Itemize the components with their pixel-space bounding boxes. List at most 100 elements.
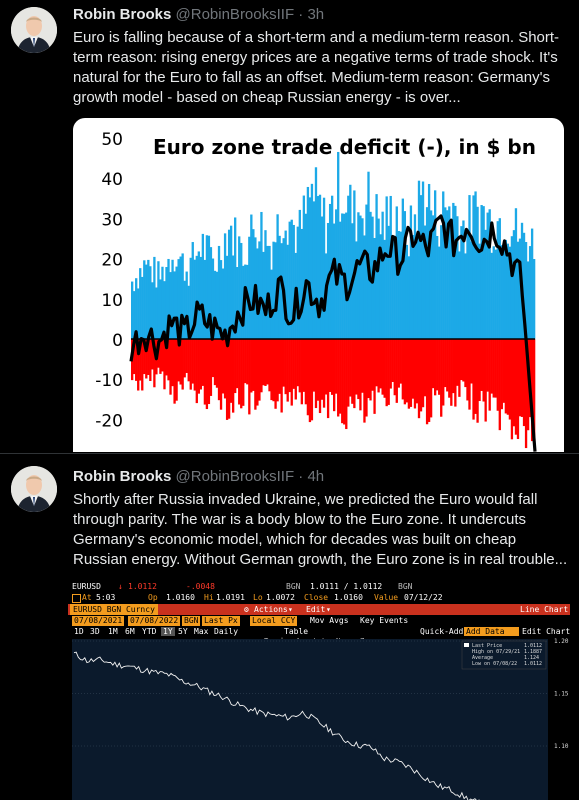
price-chart-canvas: 1.20 1.15 1.10 Last Price 1.0112 High on 0… bbox=[72, 638, 569, 800]
export-bar bbox=[229, 225, 233, 339]
handle[interactable]: @RobinBrooksIIF bbox=[175, 468, 295, 485]
export-bar bbox=[135, 278, 138, 339]
period-1m[interactable]: 1M bbox=[108, 627, 118, 636]
export-bar bbox=[454, 205, 457, 339]
export-bar bbox=[387, 225, 390, 339]
legend-label-last: Last Price bbox=[472, 643, 502, 649]
import-bar bbox=[167, 339, 170, 381]
period-daily[interactable]: Daily bbox=[214, 627, 239, 636]
import-bar bbox=[434, 339, 437, 396]
export-bar bbox=[423, 225, 427, 339]
actions-chevron-icon[interactable]: ▾ bbox=[288, 605, 293, 614]
timestamp[interactable]: 3h bbox=[307, 6, 325, 23]
expand-icon[interactable] bbox=[72, 594, 81, 603]
export-bar bbox=[333, 223, 336, 339]
period-5y[interactable]: 5Y bbox=[178, 627, 188, 636]
handle[interactable]: @RobinBrooksIIF bbox=[175, 6, 295, 23]
import-bar bbox=[446, 339, 449, 392]
chart-type-label[interactable]: Line Chart bbox=[520, 605, 569, 614]
export-bar bbox=[223, 233, 227, 339]
export-bar bbox=[177, 259, 180, 339]
add-data-field[interactable]: Add Data bbox=[464, 627, 519, 636]
avatar[interactable] bbox=[11, 466, 57, 512]
period-ytd[interactable]: YTD bbox=[142, 627, 157, 636]
export-bar bbox=[187, 285, 190, 339]
export-bar bbox=[462, 220, 465, 339]
low-label: Lo bbox=[253, 593, 263, 602]
bloomberg-terminal-chart[interactable]: EURUSD ↓ 1.0112 -.0048 BGN 1.0111 / 1.01… bbox=[68, 579, 570, 800]
edit-menu[interactable]: Edit bbox=[306, 605, 326, 614]
import-bar bbox=[147, 339, 150, 375]
mov-avgs-toggle[interactable]: Mov Avgs bbox=[310, 616, 349, 625]
gear-icon[interactable]: ⚙ bbox=[244, 605, 249, 614]
tweet-2[interactable]: Robin Brooks @RobinBrooksIIF · 4h Shortl… bbox=[0, 454, 579, 800]
chart-title: Euro zone trade deficit (-), in $ bn bbox=[153, 135, 536, 159]
quick-add-button[interactable]: Quick-Add bbox=[420, 627, 464, 636]
import-bar bbox=[286, 339, 289, 402]
date-from[interactable]: 07/08/2021 bbox=[72, 616, 125, 626]
import-bar bbox=[191, 339, 194, 384]
price-field[interactable]: Last Px bbox=[202, 616, 240, 626]
export-bar bbox=[209, 247, 213, 339]
tweet-1[interactable]: Robin Brooks @RobinBrooksIIF · 3h Euro i… bbox=[0, 0, 579, 453]
export-bar bbox=[252, 229, 255, 339]
export-bar bbox=[476, 206, 479, 339]
import-bar bbox=[189, 339, 192, 390]
export-bar bbox=[179, 256, 182, 339]
trade-deficit-chart[interactable]: Euro zone trade deficit (-), in $ bn 50 4… bbox=[73, 118, 564, 452]
import-bar bbox=[496, 339, 499, 411]
import-bar bbox=[234, 339, 237, 394]
import-bar bbox=[330, 339, 334, 395]
table-button[interactable]: Table bbox=[284, 627, 309, 636]
export-bar bbox=[355, 241, 358, 339]
import-bar bbox=[337, 339, 340, 417]
export-bar bbox=[339, 221, 342, 339]
export-bar bbox=[185, 271, 188, 339]
period-3d[interactable]: 3D bbox=[90, 627, 100, 636]
legend-value-average: 1.124 bbox=[524, 655, 539, 661]
export-bar bbox=[421, 181, 425, 339]
currency-field[interactable]: Local CCY bbox=[250, 616, 298, 626]
date-to[interactable]: 07/08/2022 bbox=[128, 616, 181, 626]
export-bar bbox=[413, 214, 417, 339]
import-bar bbox=[401, 339, 404, 400]
import-bar bbox=[260, 339, 263, 393]
import-bar bbox=[163, 339, 166, 390]
period-1d[interactable]: 1D bbox=[74, 627, 84, 636]
period-6m[interactable]: 6M bbox=[125, 627, 135, 636]
edit-chevron-icon[interactable]: ▾ bbox=[326, 605, 331, 614]
export-bar bbox=[498, 218, 501, 339]
source-field[interactable]: BGN bbox=[182, 616, 201, 626]
export-bar bbox=[312, 201, 316, 339]
timestamp[interactable]: 4h bbox=[307, 468, 325, 485]
import-bar bbox=[377, 339, 380, 393]
export-bar bbox=[149, 266, 152, 339]
edit-chart-button[interactable]: Edit Chart bbox=[522, 627, 570, 636]
export-bar bbox=[211, 258, 215, 339]
import-bar bbox=[502, 339, 505, 403]
import-bar bbox=[482, 339, 485, 402]
period-max[interactable]: Max bbox=[194, 627, 209, 636]
export-bar bbox=[314, 167, 318, 339]
key-events-toggle[interactable]: Key Events bbox=[360, 616, 409, 625]
period-1y[interactable]: 1Y bbox=[161, 627, 175, 636]
import-bar bbox=[425, 339, 429, 425]
security-field[interactable]: EURUSD BGN Curncy bbox=[70, 604, 158, 615]
display-name[interactable]: Robin Brooks bbox=[73, 6, 172, 23]
high-label: Hi bbox=[204, 593, 214, 602]
import-bar bbox=[153, 339, 156, 388]
avatar[interactable] bbox=[11, 7, 57, 53]
export-bar bbox=[175, 266, 178, 339]
import-bar bbox=[215, 339, 219, 388]
export-bar bbox=[436, 235, 439, 339]
export-bar bbox=[470, 241, 473, 339]
export-bar bbox=[357, 212, 360, 339]
export-bar bbox=[171, 259, 174, 339]
import-bar bbox=[266, 339, 269, 385]
import-bar bbox=[256, 339, 259, 406]
display-name[interactable]: Robin Brooks bbox=[73, 468, 172, 485]
import-bar bbox=[282, 339, 285, 387]
actions-menu[interactable]: Actions bbox=[254, 605, 288, 614]
export-bar bbox=[349, 184, 352, 339]
export-bar bbox=[504, 239, 508, 339]
